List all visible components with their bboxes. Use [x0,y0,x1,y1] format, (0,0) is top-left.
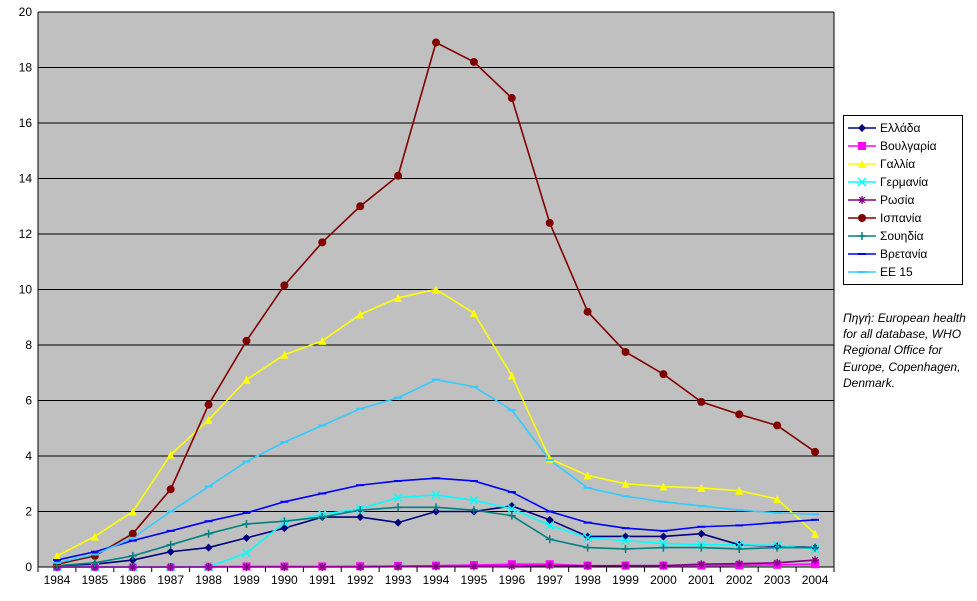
legend-swatch [848,140,876,152]
svg-text:1990: 1990 [271,573,298,587]
legend-label: ΕΕ 15 [880,265,913,279]
legend-item: Βουλγαρία [848,137,958,155]
chart-container: 0 2 4 6 8 10 12 14 16 18 20 1984 1985 1986 1987 1988 198… [0,0,977,601]
svg-text:1993: 1993 [385,573,412,587]
svg-text:1995: 1995 [461,573,488,587]
legend: Ελλάδα Βουλγαρία Γαλλία Γερμανία Ρωσία Ισπανί… [843,115,963,285]
svg-text:1988: 1988 [195,573,222,587]
svg-text:4: 4 [25,449,32,463]
svg-text:1985: 1985 [82,573,109,587]
svg-text:1989: 1989 [233,573,260,587]
legend-swatch [848,176,876,188]
legend-label: Βρετανία [880,247,927,261]
svg-text:1998: 1998 [574,573,601,587]
svg-text:2004: 2004 [802,573,829,587]
svg-text:1994: 1994 [423,573,450,587]
source-label: Πηγή: [843,311,874,325]
legend-label: Ισπανία [880,211,921,225]
svg-text:6: 6 [25,394,32,408]
legend-label: Σουηδία [880,229,924,243]
svg-text:1984: 1984 [44,573,71,587]
legend-swatch [848,158,876,170]
svg-text:1987: 1987 [157,573,184,587]
svg-text:8: 8 [25,338,32,352]
svg-text:1996: 1996 [498,573,525,587]
svg-text:18: 18 [19,61,33,75]
legend-swatch [848,122,876,134]
legend-item: ΕΕ 15 [848,263,958,281]
legend-label: Γαλλία [880,157,915,171]
legend-item: Ισπανία [848,209,958,227]
legend-swatch [848,248,876,260]
legend-swatch [848,194,876,206]
legend-item: Ελλάδα [848,119,958,137]
svg-text:2002: 2002 [726,573,753,587]
svg-text:20: 20 [19,5,33,19]
legend-swatch [848,212,876,224]
svg-text:12: 12 [19,227,33,241]
legend-item: Ρωσία [848,191,958,209]
svg-text:2003: 2003 [764,573,791,587]
legend-swatch [848,266,876,278]
legend-item: Σουηδία [848,227,958,245]
legend-label: Ελλάδα [880,121,920,135]
svg-text:14: 14 [19,172,33,186]
legend-label: Ρωσία [880,193,914,207]
svg-text:10: 10 [19,283,33,297]
legend-swatch [848,230,876,242]
legend-item: Γαλλία [848,155,958,173]
svg-text:0: 0 [25,560,32,574]
svg-text:2001: 2001 [688,573,715,587]
source-citation: Πηγή: European health for all database, … [843,310,968,391]
svg-text:1992: 1992 [347,573,374,587]
legend-label: Βουλγαρία [880,139,937,153]
legend-item: Γερμανία [848,173,958,191]
legend-label: Γερμανία [880,175,928,189]
svg-text:2: 2 [25,505,32,519]
svg-text:2000: 2000 [650,573,677,587]
svg-text:1986: 1986 [119,573,146,587]
svg-text:1999: 1999 [612,573,639,587]
svg-text:16: 16 [19,116,33,130]
legend-item: Βρετανία [848,245,958,263]
line-chart: 0 2 4 6 8 10 12 14 16 18 20 1984 1985 1986 1987 1988 198… [0,0,977,601]
svg-text:1991: 1991 [309,573,336,587]
svg-text:1997: 1997 [536,573,563,587]
